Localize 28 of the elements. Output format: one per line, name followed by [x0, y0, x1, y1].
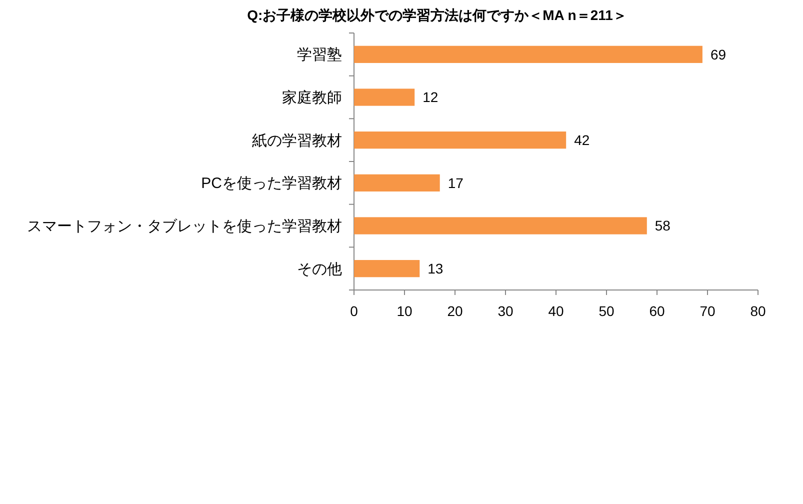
- bar: [354, 217, 647, 234]
- data-label: 69: [710, 46, 726, 62]
- x-tick-label: 40: [548, 302, 564, 319]
- x-tick-label: 30: [498, 302, 514, 319]
- x-tick-label: 50: [598, 302, 614, 319]
- data-label: 58: [654, 218, 671, 234]
- chart-title: Q:お子様の学校以外での学習方法は何ですか＜MA n＝211＞: [247, 7, 627, 23]
- y-tick-label: 家庭教師: [282, 90, 342, 106]
- y-tick-label: その他: [297, 260, 342, 278]
- bar: [354, 46, 702, 63]
- data-label: 17: [448, 174, 464, 191]
- y-tick-label: 紙の学習教材: [252, 132, 342, 150]
- data-label: 12: [422, 89, 438, 106]
- x-tick-label: 60: [649, 302, 665, 319]
- y-tick-label: 学習塾: [297, 46, 342, 64]
- x-tick-label: 10: [396, 302, 412, 319]
- bar: [354, 132, 566, 149]
- x-tick-label: 0: [350, 302, 358, 319]
- bar: [354, 88, 415, 106]
- bar: [354, 174, 440, 192]
- bar: [354, 260, 420, 278]
- y-tick-label: スマートフォン・タブレットを使った学習教材: [27, 218, 342, 235]
- x-tick-label: 80: [750, 302, 766, 319]
- x-tick-label: 70: [700, 302, 716, 319]
- x-tick-label: 20: [447, 302, 463, 319]
- data-label: 42: [574, 132, 590, 148]
- y-tick-label: PCを使った学習教材: [201, 175, 342, 192]
- data-label: 13: [428, 260, 444, 276]
